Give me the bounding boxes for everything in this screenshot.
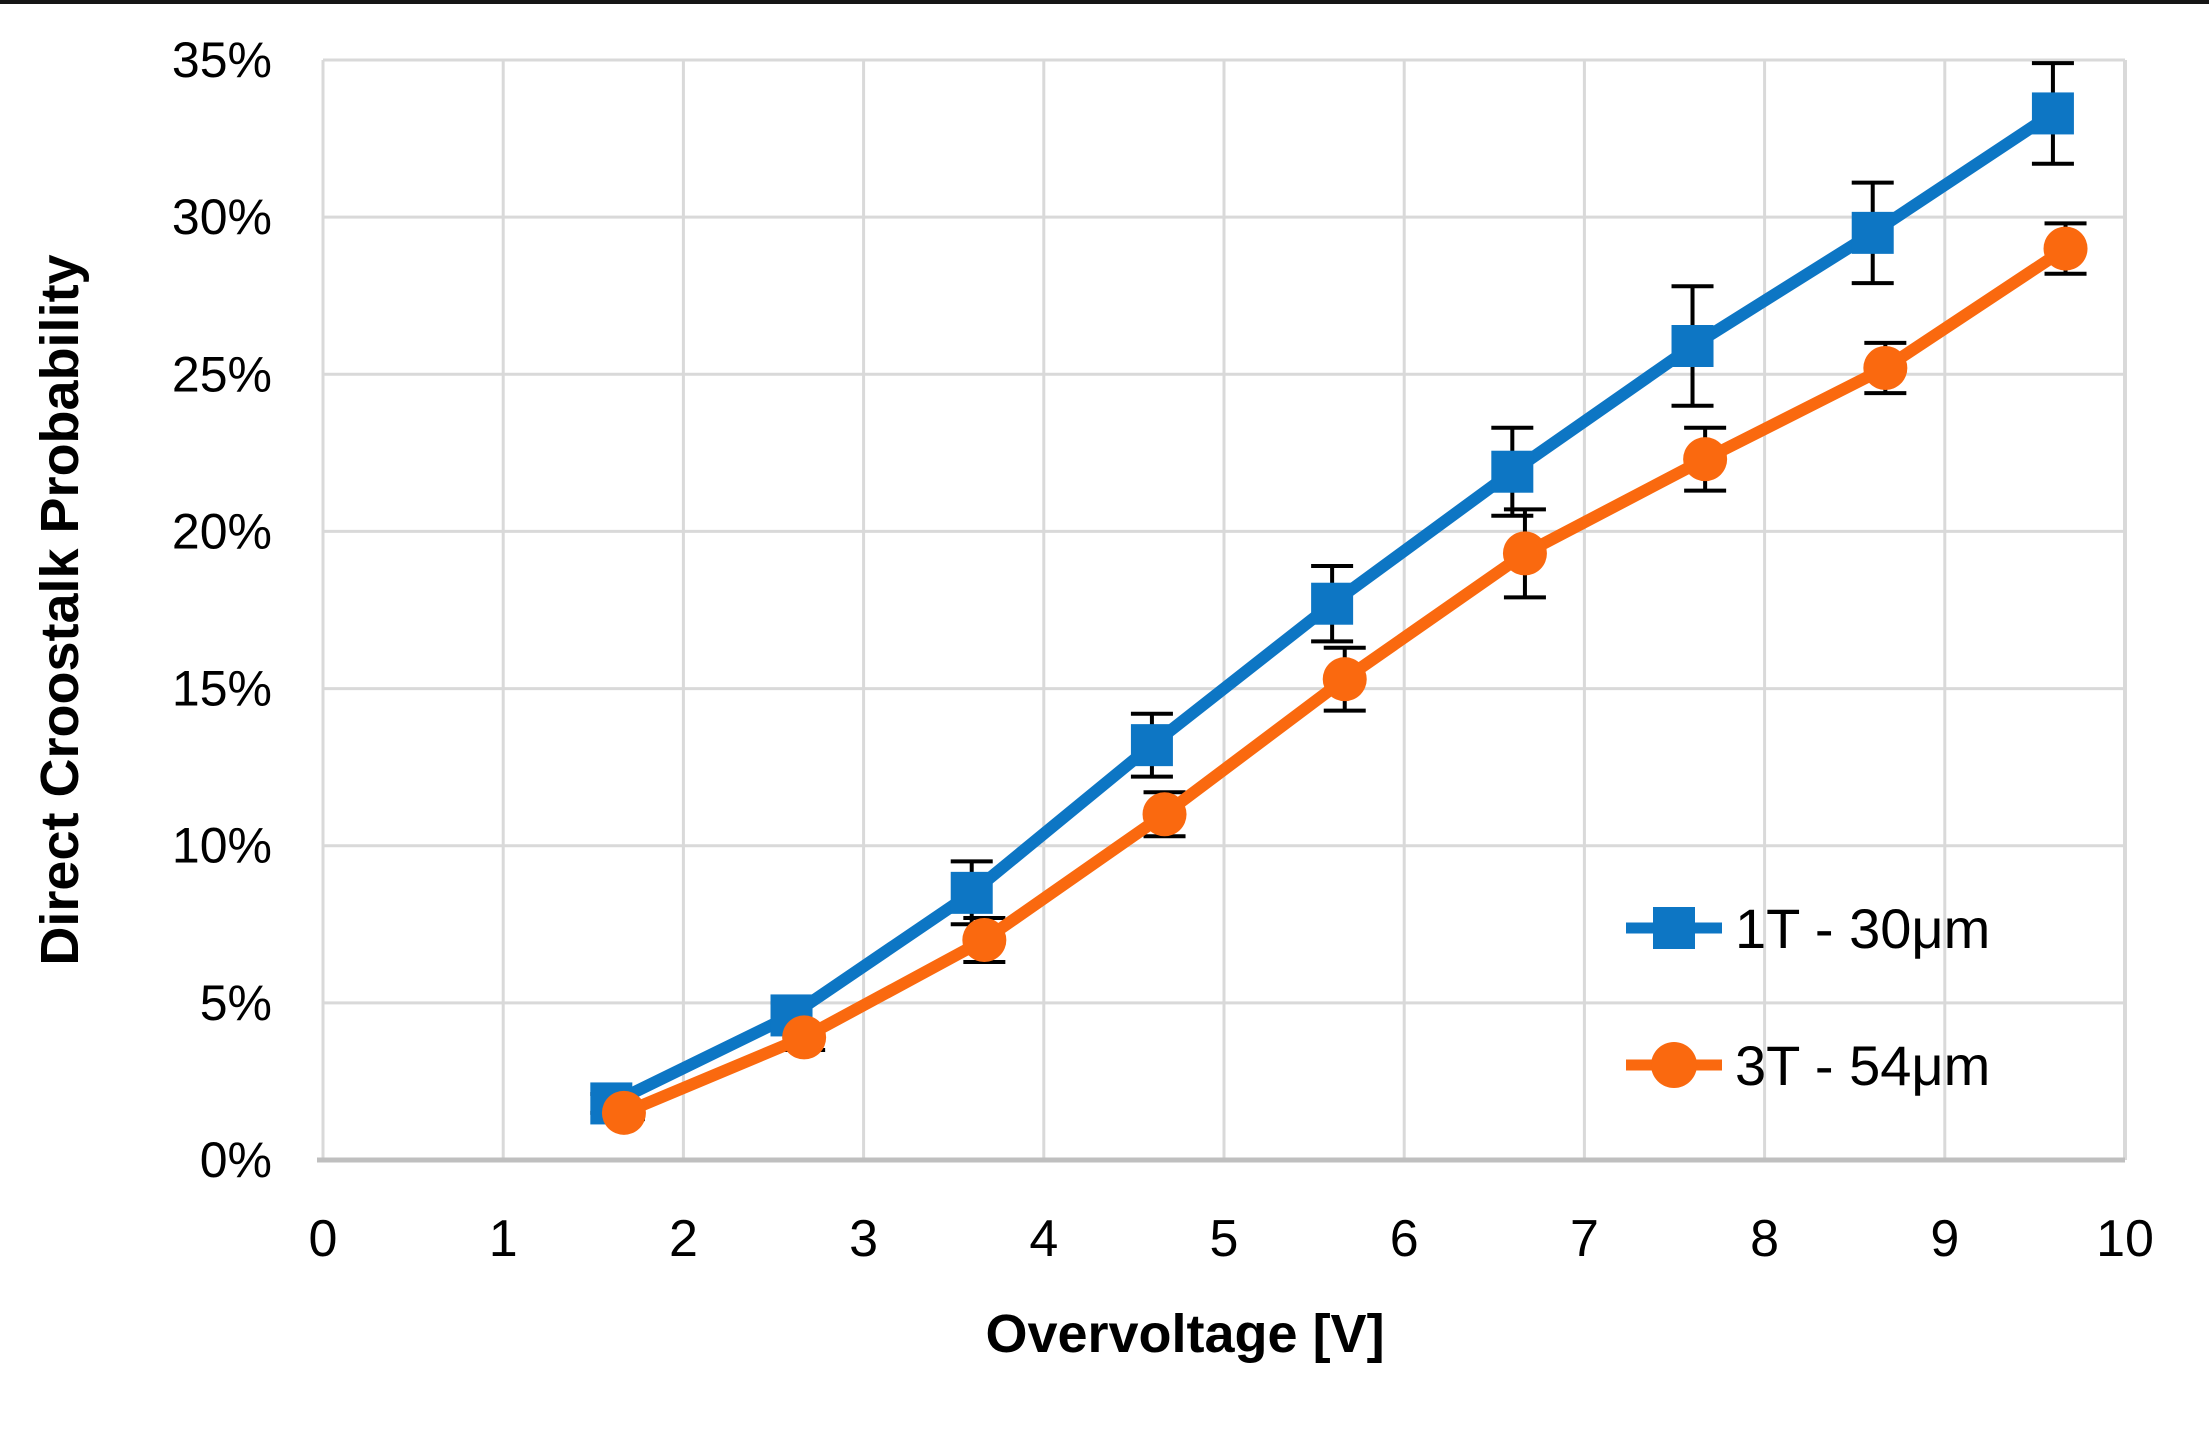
square-data-marker (1311, 582, 1354, 625)
square-data-marker (1491, 450, 1534, 493)
circle-data-marker (1502, 531, 1547, 576)
y-tick-label: 0% (200, 1132, 272, 1188)
circle-data-marker (962, 918, 1007, 962)
circle-data-marker (782, 1015, 827, 1060)
x-tick-label: 6 (1390, 1210, 1419, 1268)
x-tick-label: 4 (1029, 1210, 1058, 1268)
legend: 1T - 30μm 3T - 54μm (1626, 897, 1990, 1097)
circle-data-marker (1322, 657, 1367, 702)
x-tick-label: 8 (1750, 1210, 1779, 1268)
square-data-marker (1130, 724, 1173, 767)
circle-data-marker (1863, 346, 1908, 390)
legend-label-1t: 1T - 30μm (1735, 897, 1990, 960)
square-data-marker (1851, 211, 1894, 254)
x-tick-label: 3 (849, 1210, 878, 1268)
y-tick-label: 20% (172, 503, 272, 559)
x-axis-title: Overvoltage [V] (985, 1304, 1384, 1364)
x-tick-label: 2 (669, 1210, 698, 1268)
circle-data-marker (601, 1090, 646, 1135)
y-tick-label: 10% (172, 818, 272, 874)
x-tick-label: 10 (2096, 1210, 2154, 1268)
y-tick-label: 35% (172, 32, 272, 88)
square-data-marker (950, 871, 993, 914)
y-tick-labels: 0% 5% 10% 15% 20% 25% 30% 35% (172, 32, 272, 1188)
x-tick-label: 1 (489, 1210, 518, 1268)
x-tick-label: 5 (1210, 1210, 1239, 1268)
square-data-marker (2031, 92, 2074, 135)
legend-label-3t: 3T - 54μm (1735, 1034, 1990, 1097)
y-tick-label: 25% (172, 346, 272, 402)
x-tick-label: 9 (1930, 1210, 1959, 1268)
y-tick-label: 15% (172, 661, 272, 717)
y-axis-title: Direct Croostalk Probability (30, 254, 90, 965)
y-tick-label: 5% (200, 975, 272, 1031)
circle-data-marker (1142, 792, 1187, 837)
x-tick-label: 7 (1570, 1210, 1599, 1268)
circle-data-marker (2043, 226, 2088, 271)
figure-top-border (0, 0, 2209, 4)
legend-item-3t-54um: 3T - 54μm (1626, 1034, 1990, 1097)
circle-data-marker (1683, 437, 1728, 482)
x-tick-label: 0 (309, 1210, 338, 1268)
x-tick-labels: 0 1 2 3 4 5 6 7 8 9 10 (309, 1210, 2154, 1268)
legend-item-1t-30um: 1T - 30μm (1626, 897, 1990, 960)
legend-circle-marker-icon (1651, 1042, 1697, 1088)
data-point-markers (590, 92, 2088, 1135)
square-data-marker (1671, 325, 1714, 367)
legend-square-marker-icon (1653, 907, 1695, 949)
y-tick-label: 30% (172, 189, 272, 245)
